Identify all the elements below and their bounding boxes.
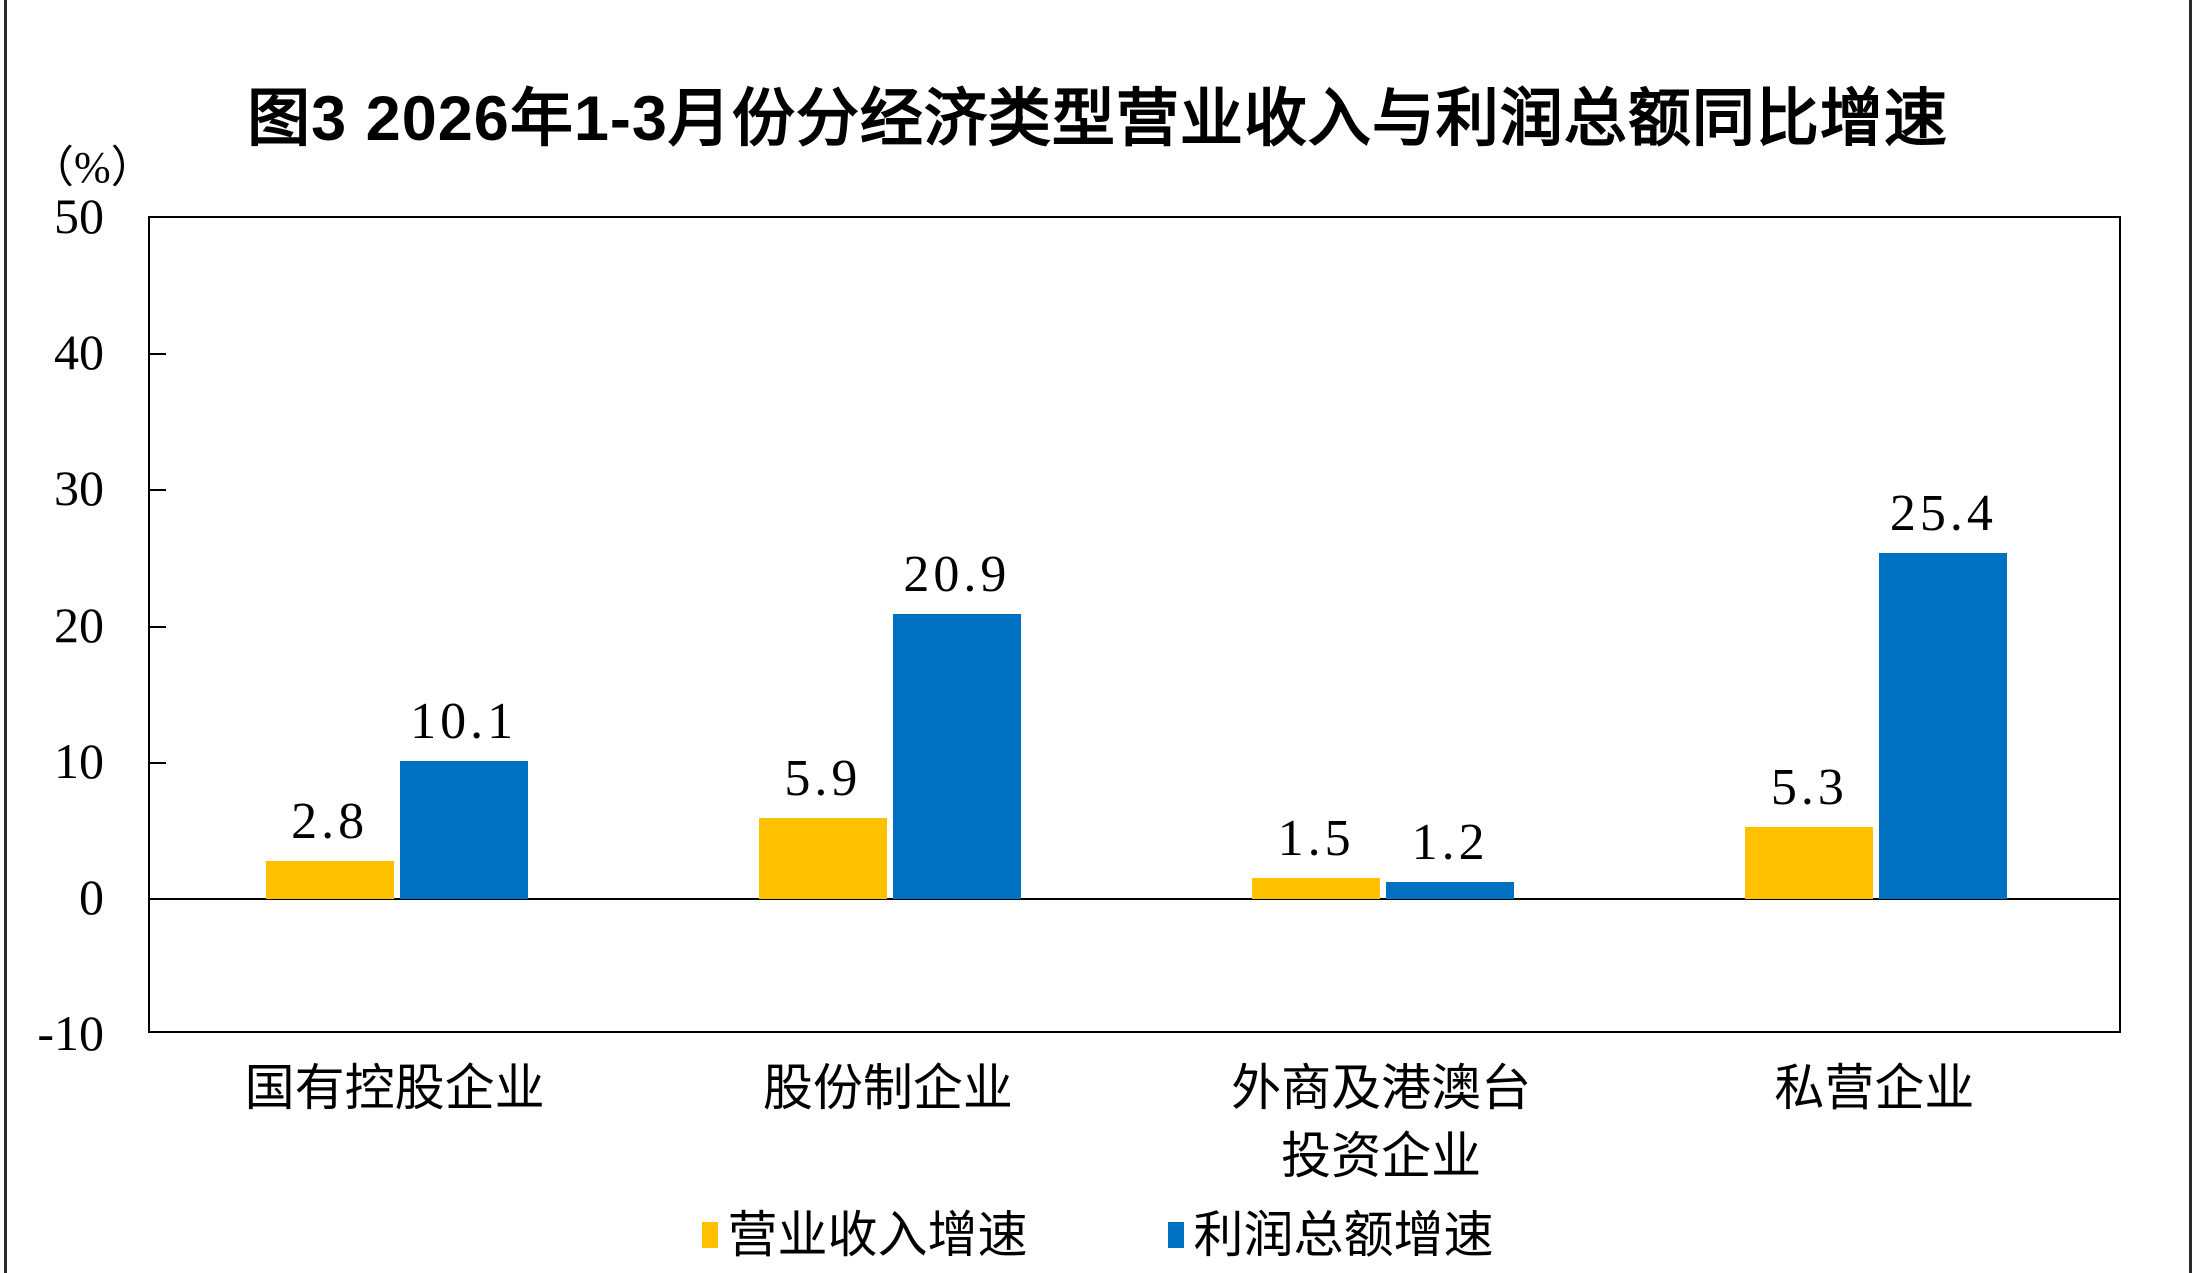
y-tick-mark-20 — [150, 625, 166, 628]
right-border-line — [2189, 0, 2192, 1273]
bar-series1-cat1 — [265, 860, 394, 899]
bar-series1-cat2 — [758, 818, 887, 899]
legend-label-series1: 营业收入增速 — [727, 1207, 1028, 1263]
category-label-4: 私营企业 — [1774, 1060, 1975, 1116]
y-tick-label--10: -10 — [37, 1005, 104, 1061]
value-label-series1-cat2: 5.9 — [784, 750, 862, 808]
bar-series1-cat3 — [1252, 878, 1381, 899]
y-tick-label-0: 0 — [79, 868, 104, 925]
value-label-series1-cat4: 5.3 — [1770, 758, 1848, 816]
y-tick-label-40: 40 — [54, 324, 104, 381]
value-label-series1-cat1: 2.8 — [291, 792, 369, 850]
y-tick-mark-40 — [150, 353, 166, 356]
y-axis-unit-label: （%） — [30, 143, 155, 192]
legend-item-series2: 利润总额增速 — [1167, 1207, 1494, 1263]
y-tick-label-20: 20 — [54, 596, 104, 653]
legend: 营业收入增速 利润总额增速 — [0, 1200, 2195, 1270]
y-tick-label-10: 10 — [54, 732, 104, 789]
value-label-series1-cat3: 1.5 — [1277, 810, 1355, 868]
y-tick-label-50: 50 — [54, 188, 104, 244]
bar-series2-cat4 — [1879, 552, 2008, 899]
legend-swatch-series2 — [1167, 1222, 1184, 1248]
legend-swatch-series1 — [701, 1222, 718, 1248]
category-label-3: 外商及港澳台 投资企业 — [1231, 1060, 1532, 1184]
y-tick-mark-30 — [150, 489, 166, 492]
legend-label-series2: 利润总额增速 — [1193, 1207, 1494, 1263]
value-label-series2-cat1: 10.1 — [410, 693, 518, 751]
bar-series1-cat4 — [1745, 826, 1874, 899]
plot-area: 2.8 5.9 1.5 5.3 10.1 20.9 1.2 25.4 — [148, 216, 2121, 1033]
left-border-line — [4, 0, 7, 1273]
bar-series2-cat1 — [399, 761, 528, 899]
category-label-1: 国有控股企业 — [244, 1060, 545, 1116]
y-tick-mark-10 — [150, 761, 166, 764]
value-label-series2-cat3: 1.2 — [1411, 814, 1489, 872]
value-label-series2-cat2: 20.9 — [903, 546, 1011, 604]
zero-axis-line — [150, 897, 2119, 900]
bar-series2-cat2 — [892, 614, 1021, 899]
value-label-series2-cat4: 25.4 — [1889, 484, 1997, 542]
bar-series2-cat3 — [1386, 882, 1515, 899]
category-label-2: 股份制企业 — [762, 1060, 1013, 1116]
y-tick-label-30: 30 — [54, 460, 104, 517]
legend-item-series1: 营业收入增速 — [701, 1207, 1028, 1263]
chart-title: 图3 2026年1-3月份分经济类型营业收入与利润总额同比增速 — [247, 84, 1948, 154]
